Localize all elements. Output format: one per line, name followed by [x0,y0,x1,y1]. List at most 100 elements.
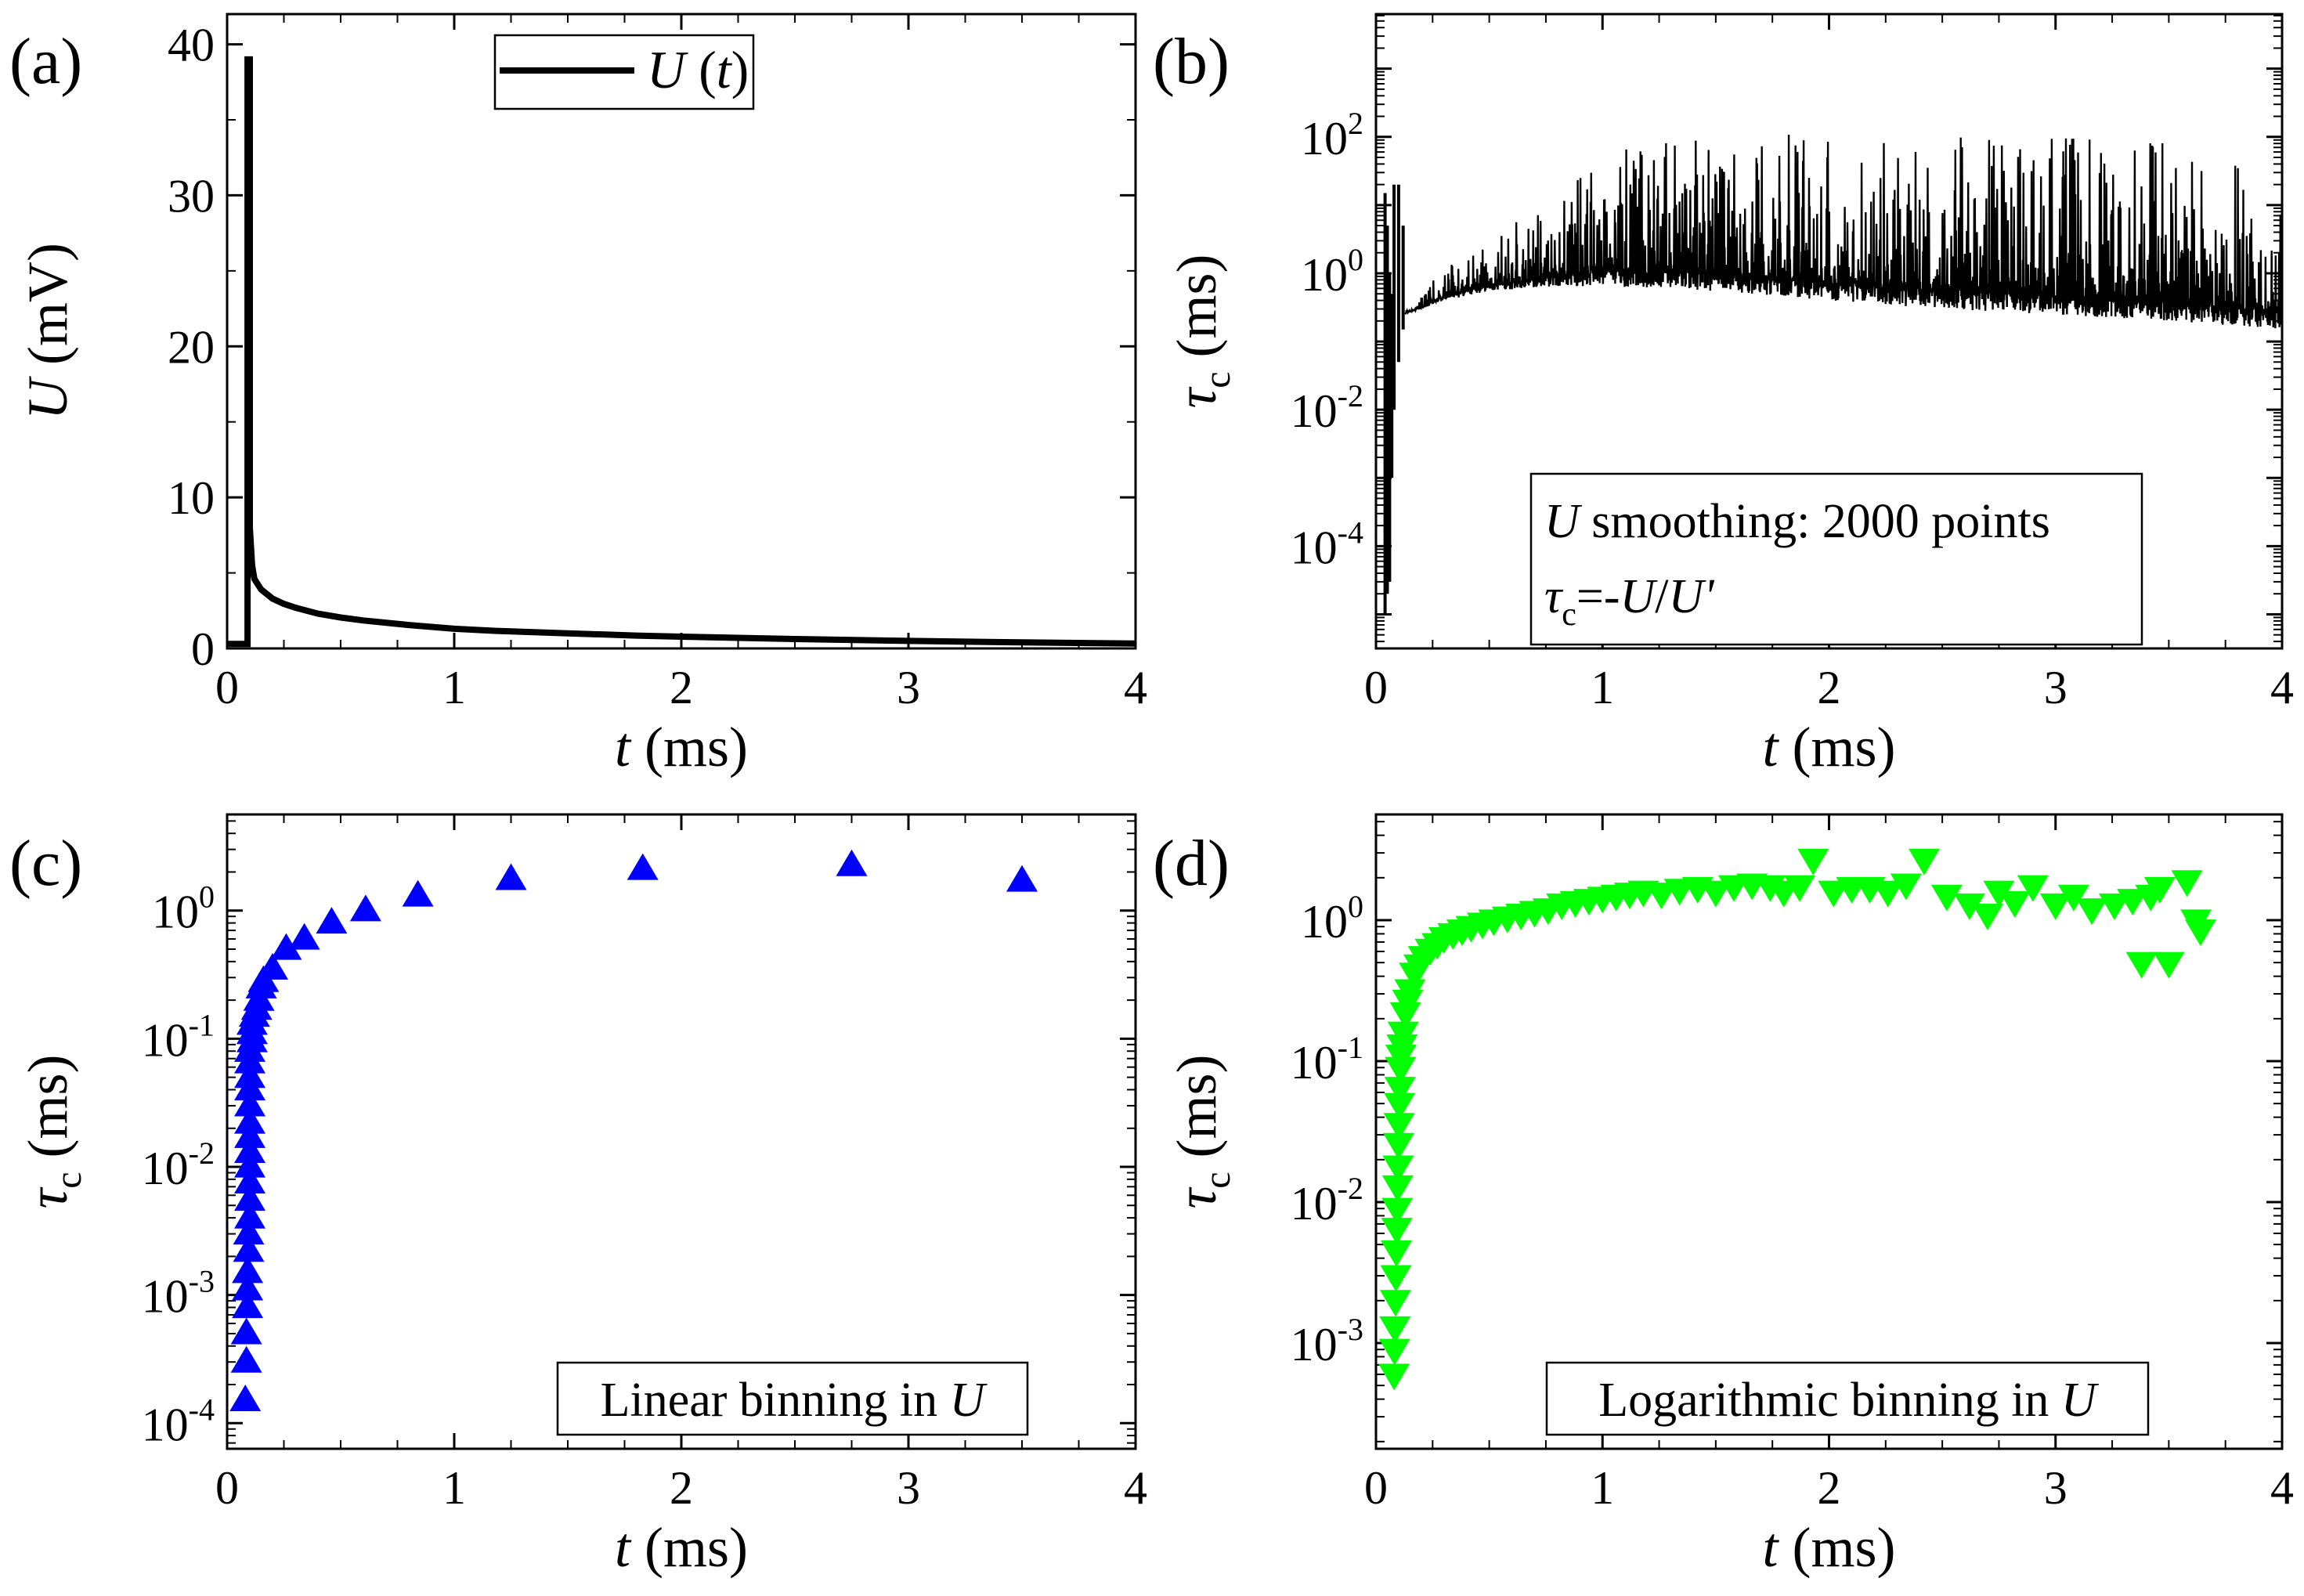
panel-d-x-axis-label: t (ms) [1763,1516,1896,1579]
panel-c-data-point [230,1317,262,1345]
panel-d-data-point [1382,1132,1414,1160]
panel-b-x-tick-label: 3 [2044,662,2067,713]
panel-d-x-tick-label: 4 [2270,1462,2294,1514]
panel-c-data-point [270,933,302,960]
panel-d-annotation-box [1545,1361,2150,1436]
panel-c-y-axis-label: τc (ms) [16,1054,89,1208]
panel-b-initial-spikes [1383,184,1405,615]
panel-c-y-tick-label: 10-4 [142,1392,215,1450]
panel-a-x-tick-label: 1 [442,662,466,713]
panel-c-data-point [836,849,868,876]
panel-a-legend-label: U (t) [647,40,749,99]
panel-d-data-point [1394,979,1426,1006]
panel-d-data-point [1930,884,1963,912]
panel-label-d: (d) [1153,827,1230,900]
panel-d-y-tick-label: 10-2 [1291,1171,1363,1229]
panel-b-annotation: U smoothing: 2000 points τc=-U/U' [1529,472,2143,646]
panel-b-series-line [1404,134,2282,329]
panel-c-data-point [1006,865,1038,892]
panel-c-data-point [229,1385,262,1412]
panel-b-y-axis-label: τc (ms) [1165,254,1238,408]
panel-c-y-tick-label: 10-2 [142,1136,215,1194]
panel-a-y-axis-label: U (mV) [16,243,79,420]
panel-d-data-point [2143,876,2176,904]
panel-c-data-point [232,1291,264,1319]
panel-label-a: (a) [9,25,82,98]
panel-c-data-point [234,1121,265,1148]
panel-d-data-point [2171,870,2203,897]
panel-d-annotation: Logarithmic binning in U [1545,1361,2150,1436]
panel-d-data-point [1645,883,1677,910]
panel-b-x-tick-label: 2 [1818,662,1841,713]
panel-c-x-tick-label: 2 [670,1462,693,1514]
panel-d-data-point [2153,951,2185,979]
panel-d-x-tick-label: 1 [1591,1462,1614,1514]
panel-d-y-axis-label: τc (ms) [1165,1054,1238,1208]
panel-c-data-point [257,952,288,980]
panel-b-y-tick-label: 10-4 [1291,515,1363,573]
panel-d-data-point [1381,1175,1414,1202]
panel-c-data-point [232,1273,264,1301]
panel-d-data-point [1380,1265,1412,1292]
panel-b-x-tick-label: 0 [1364,662,1388,713]
panel-c-data-point [233,1235,265,1262]
panel-d-data-point [1818,880,1850,908]
panel-d-data-point [1381,1240,1413,1267]
panel-d-data-point [2017,875,2049,902]
panel-d-data-point [2039,893,2071,920]
panel-c-data-point [234,1107,265,1134]
panel-b-y-tick-label: 102 [1301,106,1363,164]
panel-c-data-point [232,1256,264,1284]
panel-c-x-tick-label: 1 [442,1462,466,1514]
panel-d-data-point [1381,1197,1414,1225]
panel-d-data-point [1389,1002,1421,1029]
panel-d-data-point [1384,1077,1416,1104]
panel-label-c: (c) [9,827,82,900]
panel-d-data-point [2125,951,2158,979]
panel-d-data-point [1983,880,2015,908]
panel-d-data-point [1379,1316,1411,1343]
panel-d-data-point [1999,890,2031,918]
panel-d-x-tick-label: 2 [1818,1462,1841,1514]
panel-c-data-point [349,894,381,922]
panel-a-x-axis-label: t (ms) [615,716,748,778]
panel-c-data-point [234,1089,265,1117]
panel-a-y-tick-label: 20 [168,321,215,373]
panel-d-data-point [1797,848,1829,876]
panel-b-x-axis-label: t (ms) [1763,716,1896,778]
panel-d-chart: 0 1 2 3 4 10-3 10-2 10-1 100 t (ms) τc (ms) Logarit… [1165,813,2294,1579]
panel-d-data-point [2076,898,2108,926]
panel-b-y-tick-label: 10-2 [1291,378,1363,437]
panel-c-data-point [230,1345,262,1373]
panel-a-x-tick-label: 3 [897,662,920,713]
panel-a-x-tick-label: 0 [215,662,239,713]
panel-c-data-point [402,879,434,907]
panel-c-x-tick-label: 0 [215,1462,239,1514]
panel-d-data-point [1699,880,1732,908]
panel-d-data-point [1783,875,1815,902]
panel-d-data-point [1379,1290,1411,1317]
panel-d-data-point [2098,893,2130,920]
panel-d-data-point [1381,1218,1413,1245]
panel-d-y-tick-label: 10-3 [1291,1312,1363,1370]
panel-a-x-tick-label: 2 [670,662,693,713]
panel-c-annotation-box [556,1361,1029,1436]
panel-d-data-point [2117,889,2149,916]
panel-d-x-tick-label: 0 [1364,1462,1388,1514]
panel-d-y-tick-label: 100 [1301,889,1363,948]
panel-d-x-tick-label: 3 [2044,1462,2067,1514]
panel-d-data-point [1378,1338,1410,1366]
panel-a-y-tick-label: 30 [168,170,215,222]
panel-d-data-point [1382,1155,1414,1183]
panel-d-data-point [1872,880,1904,908]
panel-a-y-tick-label: 40 [168,20,215,71]
panel-c-y-tick-label: 10-3 [142,1264,215,1323]
panel-b-x-tick-label: 1 [1591,662,1614,713]
panel-d-data-point [1386,1034,1418,1061]
panel-d-y-tick-label: 10-1 [1291,1030,1363,1089]
panel-d-data-point [1890,873,1922,901]
panel-c-data-point [234,1167,265,1194]
panel-c-data-point [627,853,659,880]
panel-label-b: (b) [1153,25,1230,98]
panel-c-x-tick-label: 3 [897,1462,920,1514]
